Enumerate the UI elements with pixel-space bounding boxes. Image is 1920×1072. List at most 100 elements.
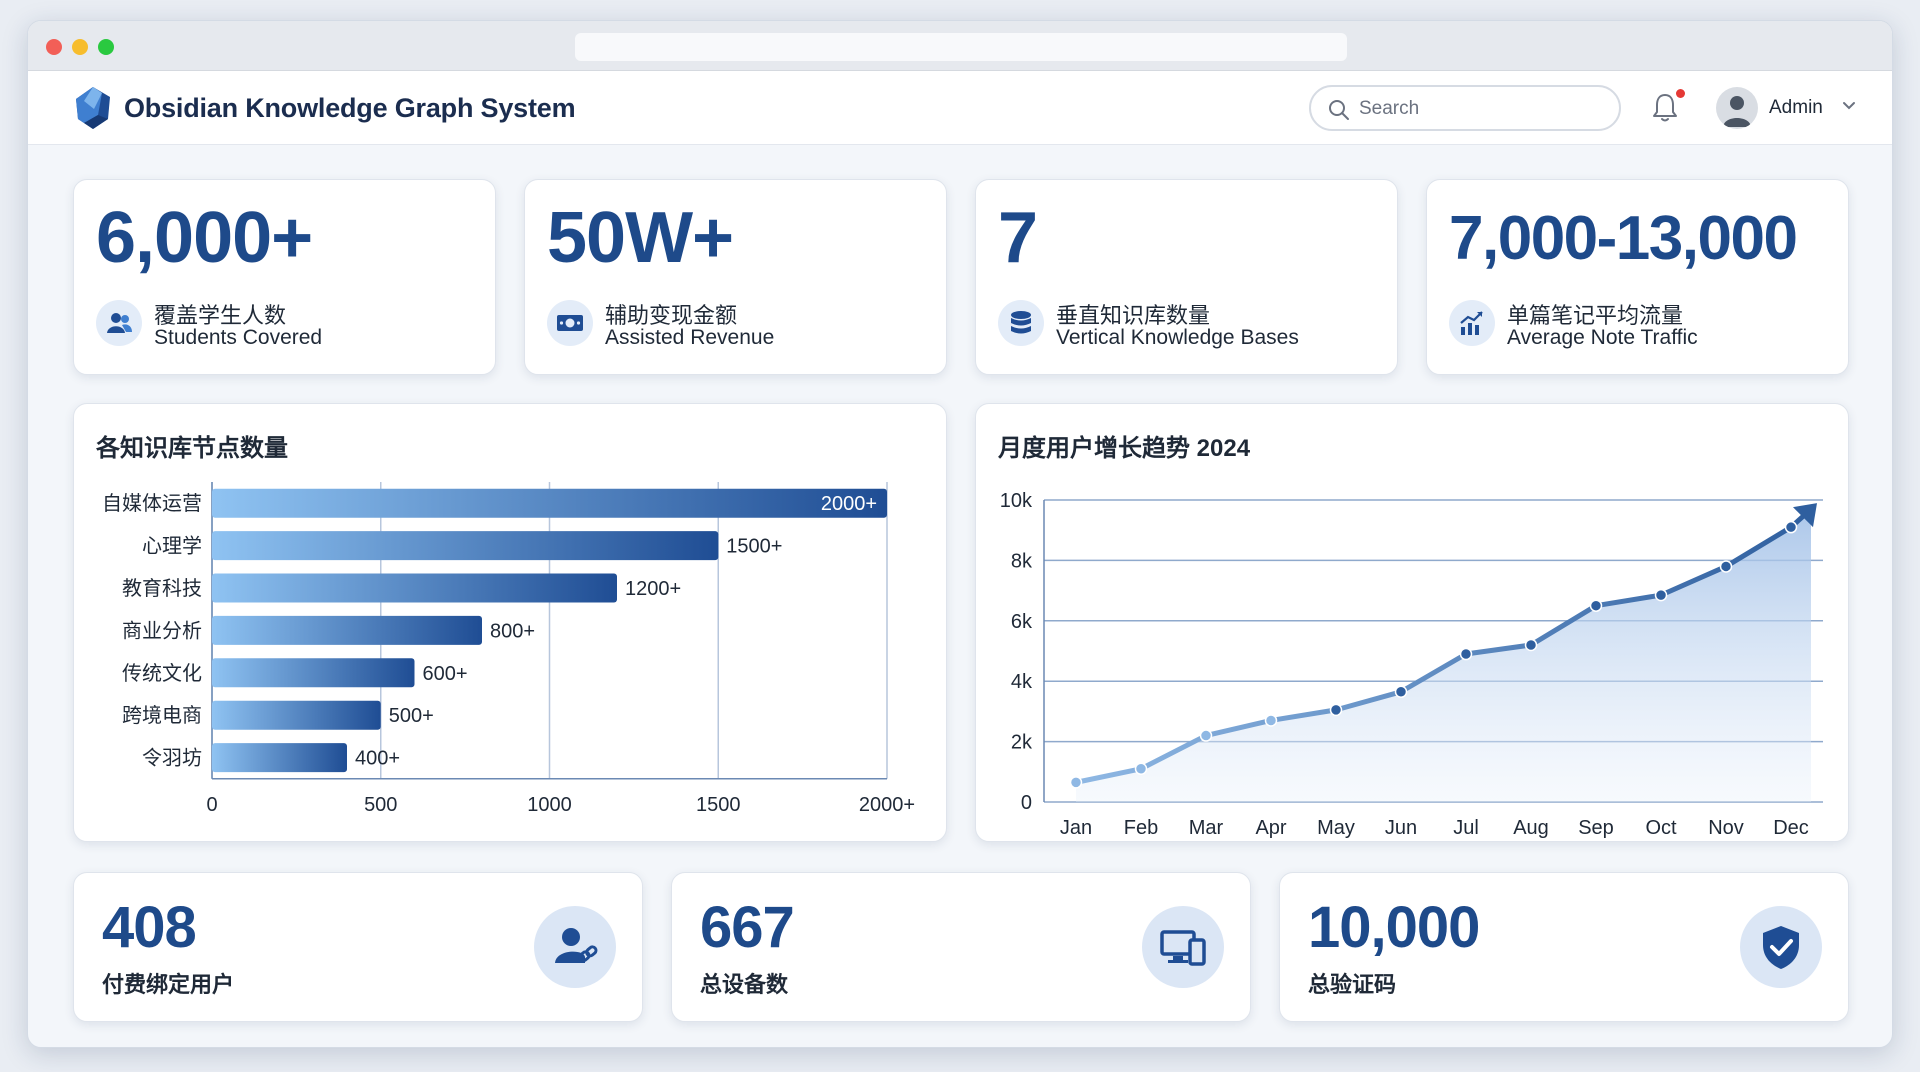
stat-icon-wrap [96,300,142,346]
y-category-label: 跨境电商 [122,704,202,727]
stat-label-cn: 覆盖学生人数 [154,303,287,328]
user-link-icon [555,928,598,963]
window-titlebar [28,21,1892,71]
data-point [1459,647,1473,661]
bar [212,531,719,561]
window-minimize-button[interactable] [72,39,88,55]
shield-check-icon [1763,926,1799,969]
x-tick-label: 1000 [527,794,572,816]
y-tick-label: 8k [1011,550,1033,572]
bar [212,658,415,688]
y-category-label: 自媒体运营 [102,492,202,515]
x-tick-label: 0 [206,794,217,816]
bar-value-label: 600+ [423,663,468,685]
database-icon [1011,311,1031,334]
stat-label: 总验证码 [1308,972,1397,997]
stat-value: 408 [102,895,197,960]
stat-icon-wrap [1740,906,1822,988]
growth-chart-icon [1460,311,1483,335]
stat-card-verification-codes: 10,000 总验证码 [1279,872,1849,1022]
stat-label-en: Vertical Knowledge Bases [1056,326,1299,349]
y-category-label: 教育科技 [122,577,202,600]
y-tick-label: 6k [1011,611,1033,633]
app-header: Obsidian Knowledge Graph System Admin [28,71,1892,145]
window-close-button[interactable] [46,39,62,55]
y-category-label: 传统文化 [122,662,202,685]
stat-value: 7,000-13,000 [1449,204,1798,273]
stat-icon-wrap [998,300,1044,346]
data-point [1784,520,1798,534]
x-tick-label: Mar [1189,817,1224,839]
y-tick-label: 0 [1021,792,1032,814]
stat-label: 付费绑定用户 [102,972,235,997]
window-maximize-button[interactable] [98,39,114,55]
stat-value: 6,000+ [96,198,313,278]
x-tick-label: 1500 [696,794,741,816]
browser-window: Obsidian Knowledge Graph System Admin 6,… [27,20,1893,1048]
user-name[interactable]: Admin [1769,97,1823,118]
x-tick-label: Sep [1578,817,1614,839]
search-box[interactable] [1309,85,1621,131]
stat-icon-wrap [1142,906,1224,988]
stat-value: 10,000 [1308,895,1480,960]
stat-card-paid-users: 408 付费绑定用户 [73,872,643,1022]
bar-value-label: 1200+ [625,578,681,600]
data-point [1264,714,1278,727]
y-category-label: 商业分析 [122,619,202,642]
bar-value-label: 400+ [355,748,400,770]
x-tick-label: Nov [1708,817,1744,839]
x-tick-label: Jan [1060,817,1092,839]
stat-value: 50W+ [547,198,734,278]
stat-label: 总设备数 [700,972,789,997]
stat-icon-wrap [1449,300,1495,346]
logo-icon [76,87,110,129]
data-point [1524,638,1538,652]
x-tick-label: Apr [1255,817,1286,839]
y-tick-label: 2k [1011,732,1033,754]
x-tick-label: Jun [1385,817,1417,839]
chevron-down-icon[interactable] [1842,101,1856,111]
bar-chart: 0 500 1000 1500 2000+ 自媒体运营 2000+ 心理学 1500+ 教育科技 1… [102,482,915,816]
stat-label-cn: 垂直知识库数量 [1056,303,1211,328]
stat-icon-wrap [534,906,616,988]
data-point [1589,599,1603,612]
search-input[interactable] [1359,96,1609,122]
avatar[interactable] [1716,87,1758,129]
stat-card-students: 6,000+ 覆盖学生人数 Students Covered [73,179,496,375]
y-category-label: 令羽坊 [142,747,202,770]
stat-label-cn: 单篇笔记平均流量 [1507,303,1684,328]
address-bar[interactable] [575,33,1347,61]
area-fill [1076,509,1811,802]
line-chart: 0 2k 4k 6k 8k 10k Jan Feb Mar Apr May Jun Jul Aug Sep O… [1000,490,1823,839]
app-title: Obsidian Knowledge Graph System [124,93,576,123]
bar-value-label: 500+ [389,705,434,727]
stat-value: 667 [700,895,795,960]
stat-value: 7 [998,198,1038,278]
x-tick-label: 2000+ [859,794,915,816]
stat-card-devices: 667 总设备数 [671,872,1251,1022]
x-tick-label: Feb [1124,817,1158,839]
stat-icon-wrap [547,300,593,346]
data-point [1329,703,1343,717]
devices-icon [1160,930,1206,966]
x-tick-label: May [1317,817,1355,839]
x-tick-label: Oct [1645,817,1677,839]
bar-value-label: 1500+ [726,536,782,558]
notification-bell-icon[interactable] [1650,91,1680,125]
users-icon [107,313,132,333]
stat-card-note-traffic: 7,000-13,000 单篇笔记平均流量 Average Note Traff… [1426,179,1849,375]
stat-label-en: Students Covered [154,326,323,349]
bar [212,743,347,773]
stat-card-revenue: 50W+ 辅助变现金额 Assisted Revenue [524,179,947,375]
line-chart-title: 月度用户增长趋势 2024 [998,435,1251,462]
money-icon [557,315,583,331]
data-point [1394,685,1408,699]
stat-label-en: Average Note Traffic [1507,326,1698,349]
trend-arrow-icon [1793,503,1817,528]
line-chart-panel: 月度用户增长趋势 2024 0 2k 4k 6k 8k 10k Jan Feb Mar Apr Ma… [975,403,1849,842]
bar [212,615,482,645]
bar-value-label: 800+ [490,620,535,642]
y-tick-label: 10k [1000,490,1033,512]
bar [212,700,381,730]
stat-card-knowledge-bases: 7 垂直知识库数量 Vertical Knowledge Bases [975,179,1398,375]
